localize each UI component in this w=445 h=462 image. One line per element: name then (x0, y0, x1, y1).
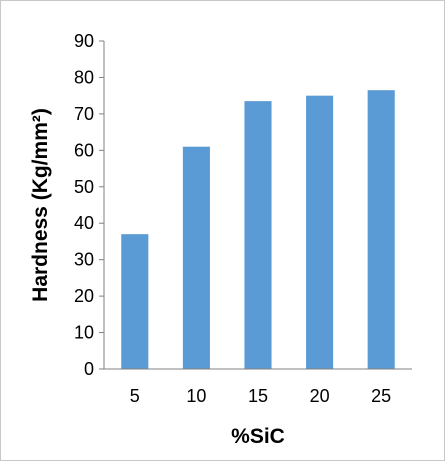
y-tick-label: 90 (74, 31, 94, 51)
x-tick-label: 15 (248, 386, 268, 406)
x-tick-label: 5 (130, 386, 140, 406)
x-tick-label: 10 (186, 386, 206, 406)
bar-5 (121, 234, 149, 369)
x-tick-label: 20 (310, 386, 330, 406)
bar-25 (367, 90, 395, 369)
bar-15 (244, 101, 272, 369)
y-tick-label: 30 (74, 250, 94, 270)
x-axis-ticks: 5 10 15 20 25 (130, 386, 391, 406)
y-axis-title: Hardness (Kg/mm²) (29, 108, 52, 302)
y-axis-ticks: 0 10 20 30 40 50 60 70 80 90 (74, 31, 104, 379)
bar-10 (182, 146, 210, 369)
bar-20 (306, 95, 334, 370)
x-axis-title: %SiC (231, 425, 285, 448)
y-tick-label: 80 (74, 67, 94, 87)
y-tick-label: 20 (74, 286, 94, 306)
y-tick-label: 70 (74, 104, 94, 124)
x-tick-label: 25 (371, 386, 391, 406)
bars (121, 90, 395, 370)
y-tick-label: 0 (84, 359, 94, 379)
y-tick-label: 10 (74, 323, 94, 343)
y-tick-label: 50 (74, 177, 94, 197)
y-tick-label: 60 (74, 140, 94, 160)
y-tick-label: 40 (74, 213, 94, 233)
